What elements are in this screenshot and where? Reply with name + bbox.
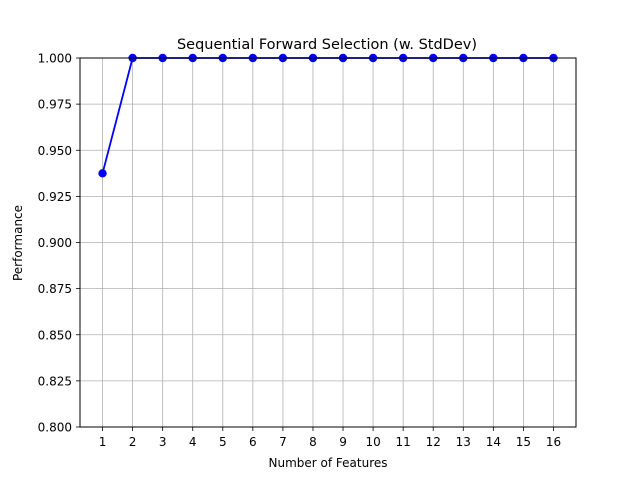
x-tick-label: 15 bbox=[516, 435, 531, 449]
y-tick-label: 0.825 bbox=[38, 374, 72, 388]
x-tick-label: 2 bbox=[129, 435, 137, 449]
x-tick-label: 9 bbox=[339, 435, 347, 449]
x-tick-label: 12 bbox=[426, 435, 441, 449]
y-tick-label: 0.950 bbox=[38, 144, 72, 158]
y-tick-label: 0.850 bbox=[38, 328, 72, 342]
x-axis-title: Number of Features bbox=[269, 456, 388, 470]
y-tick-label: 0.875 bbox=[38, 282, 72, 296]
chart-title: Sequential Forward Selection (w. StdDev) bbox=[177, 37, 477, 53]
x-tick-label: 3 bbox=[159, 435, 167, 449]
x-tick-label: 8 bbox=[309, 435, 317, 449]
x-tick-label: 6 bbox=[249, 435, 257, 449]
y-axis-title: Performance bbox=[11, 205, 25, 281]
grid bbox=[80, 57, 576, 428]
x-tick-label: 4 bbox=[189, 435, 197, 449]
y-tick-label: 0.900 bbox=[38, 236, 72, 250]
data-point bbox=[98, 169, 107, 178]
y-tick-label: 0.925 bbox=[38, 190, 72, 204]
y-tick-label: 0.800 bbox=[38, 421, 72, 435]
x-tick-label: 13 bbox=[456, 435, 471, 449]
x-tick-label: 14 bbox=[486, 435, 501, 449]
x-tick-label: 16 bbox=[546, 435, 561, 449]
x-tick-label: 10 bbox=[365, 435, 380, 449]
x-tick-label: 7 bbox=[279, 435, 287, 449]
x-tick-label: 5 bbox=[219, 435, 227, 449]
y-tick-label: 0.975 bbox=[38, 98, 72, 112]
x-tick-label: 11 bbox=[396, 435, 411, 449]
series-layer bbox=[98, 53, 558, 178]
x-tick-label: 1 bbox=[99, 435, 107, 449]
ticks: 1 2 3 4 5 6 7 8 9 10 11 12 13 14 15 160.8000.8250.8500.… bbox=[38, 52, 561, 450]
y-tick-label: 1.000 bbox=[38, 52, 72, 66]
series-line bbox=[101, 57, 554, 174]
